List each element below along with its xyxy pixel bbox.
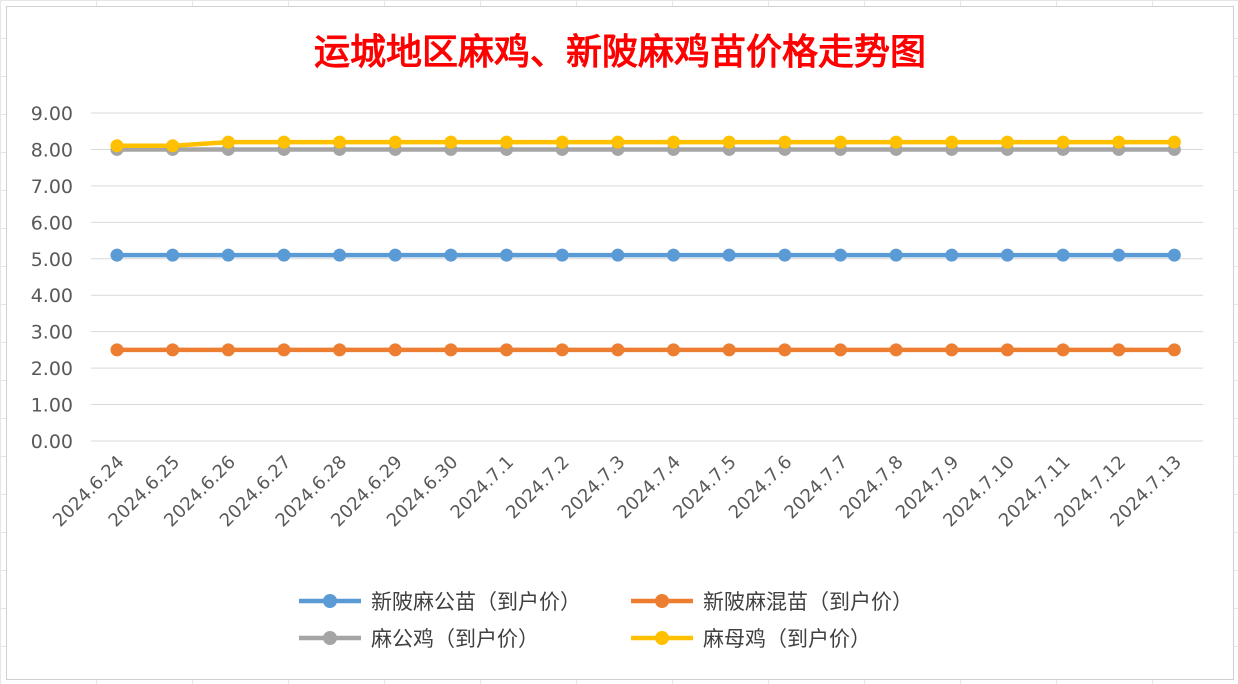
data-point xyxy=(889,135,903,149)
y-tick-label: 1.00 xyxy=(31,395,73,417)
data-point xyxy=(889,248,903,262)
series-line-2 xyxy=(110,343,1181,357)
data-point xyxy=(221,248,235,262)
legend-label: 麻公鸡（到户价） xyxy=(371,627,539,651)
data-point xyxy=(778,135,792,149)
data-point xyxy=(778,343,792,357)
data-point xyxy=(1000,248,1014,262)
y-axis: 0.00 1.00 2.00 3.00 4.00 5.00 6.00 7.00 8.00 9.00 xyxy=(31,103,73,453)
data-point xyxy=(388,343,402,357)
data-point xyxy=(833,343,847,357)
y-tick-label: 5.00 xyxy=(31,249,73,271)
data-point xyxy=(277,248,291,262)
y-tick-label: 7.00 xyxy=(31,176,73,198)
data-point xyxy=(110,139,124,153)
data-point xyxy=(221,135,235,149)
data-point xyxy=(444,135,458,149)
y-tick-label: 3.00 xyxy=(31,322,73,344)
data-point xyxy=(667,248,680,262)
data-point xyxy=(277,135,291,149)
series-line-4 xyxy=(110,135,1181,153)
line-chart: 运城地区麻鸡、新陂麻鸡苗价格走势图 0.00 1.00 2.00 3.00 4.00 5.… xyxy=(31,31,1203,651)
legend-marker xyxy=(655,631,669,645)
series-line-1 xyxy=(110,248,1181,262)
data-point xyxy=(611,135,625,149)
legend-item-3[interactable]: 麻公鸡（到户价） xyxy=(299,627,539,651)
data-point xyxy=(1112,343,1126,357)
chart-container[interactable]: 运城地区麻鸡、新陂麻鸡苗价格走势图 0.00 1.00 2.00 3.00 4.00 5.… xyxy=(6,6,1234,680)
data-point xyxy=(722,248,736,262)
data-point xyxy=(611,248,625,262)
data-point xyxy=(945,248,959,262)
legend-item-1[interactable]: 新陂麻公苗（到户价） xyxy=(299,590,581,614)
data-point xyxy=(1056,343,1070,357)
data-point xyxy=(333,343,347,357)
data-point xyxy=(722,135,736,149)
data-point xyxy=(1112,135,1126,149)
data-point xyxy=(555,135,569,149)
data-point xyxy=(611,343,625,357)
legend-label: 麻母鸡（到户价） xyxy=(703,627,871,651)
data-point xyxy=(1167,248,1181,262)
data-point xyxy=(889,343,903,357)
chart-title: 运城地区麻鸡、新陂麻鸡苗价格走势图 xyxy=(314,31,926,73)
data-point xyxy=(667,135,680,149)
data-point xyxy=(110,343,124,357)
data-point xyxy=(500,135,514,149)
data-point xyxy=(667,343,680,357)
data-point xyxy=(1167,135,1181,149)
gridlines xyxy=(91,112,1203,442)
data-point xyxy=(277,343,291,357)
series-path xyxy=(117,139,1175,149)
data-point xyxy=(833,135,847,149)
y-tick-label: 4.00 xyxy=(31,285,73,307)
data-point xyxy=(444,343,458,357)
data-point xyxy=(500,248,514,262)
data-point xyxy=(1000,343,1014,357)
data-point xyxy=(722,343,736,357)
legend[interactable]: 新陂麻公苗（到户价） 新陂麻混苗（到户价） 麻公鸡（到户价） 麻母鸡（到户价） xyxy=(299,590,913,651)
data-point xyxy=(166,139,180,153)
y-tick-label: 2.00 xyxy=(31,358,73,380)
data-point xyxy=(500,343,514,357)
data-point xyxy=(1167,343,1181,357)
data-point xyxy=(166,248,180,262)
data-point xyxy=(778,248,792,262)
data-point xyxy=(833,248,847,262)
legend-marker xyxy=(323,594,337,608)
data-point xyxy=(1056,135,1070,149)
legend-marker xyxy=(323,631,337,645)
data-point xyxy=(1056,248,1070,262)
data-point xyxy=(221,343,235,357)
legend-label: 新陂麻混苗（到户价） xyxy=(703,590,913,614)
data-point xyxy=(945,135,959,149)
data-point xyxy=(333,248,347,262)
legend-item-4[interactable]: 麻母鸡（到户价） xyxy=(631,627,871,651)
plot-area xyxy=(110,135,1181,357)
data-point xyxy=(1000,135,1014,149)
y-tick-label: 0.00 xyxy=(31,431,73,453)
data-point xyxy=(110,248,124,262)
data-point xyxy=(444,248,458,262)
data-point xyxy=(166,343,180,357)
data-point xyxy=(333,135,347,149)
data-point xyxy=(555,248,569,262)
data-point xyxy=(555,343,569,357)
legend-item-2[interactable]: 新陂麻混苗（到户价） xyxy=(631,590,913,614)
data-point xyxy=(388,248,402,262)
data-point xyxy=(388,135,402,149)
legend-label: 新陂麻公苗（到户价） xyxy=(371,590,581,614)
y-tick-label: 8.00 xyxy=(31,139,73,161)
legend-marker xyxy=(655,594,669,608)
data-point xyxy=(1112,248,1126,262)
y-tick-label: 9.00 xyxy=(31,103,73,125)
x-axis: 2024.6.242024.6.252024.6.262024.6.272024… xyxy=(49,452,1186,532)
series-line-3 xyxy=(110,142,1181,156)
y-tick-label: 6.00 xyxy=(31,212,73,234)
data-point xyxy=(945,343,959,357)
